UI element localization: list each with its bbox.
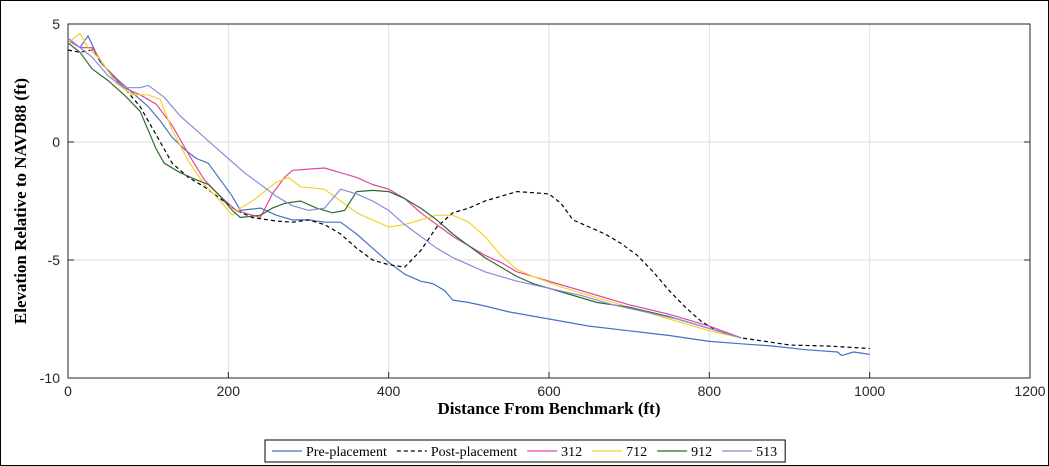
y-tick-label: -10 — [40, 370, 60, 386]
legend-label: 513 — [756, 445, 777, 460]
y-tick-label: -5 — [48, 252, 61, 268]
legend-label: Pre-placement — [306, 445, 387, 460]
x-tick-label: 800 — [698, 383, 722, 399]
y-axis-title: Elevation Relative to NAVD88 (ft) — [11, 78, 30, 324]
legend: Pre-placement Post-placement 312 712 912 513 — [264, 439, 786, 463]
y-tick-label: 0 — [52, 134, 60, 150]
series-line-5 — [67, 42, 742, 339]
series-line-2 — [67, 49, 870, 350]
series-line-4 — [67, 32, 742, 339]
y-tick-label: 5 — [52, 16, 60, 32]
x-tick-label: 600 — [537, 383, 561, 399]
x-tick-label: 400 — [377, 383, 401, 399]
legend-label: 912 — [691, 445, 712, 460]
legend-label: 712 — [626, 445, 647, 460]
legend-label: 312 — [561, 445, 582, 460]
x-axis-title: Distance From Benchmark (ft) — [437, 399, 660, 418]
x-tick-label: 1000 — [854, 383, 885, 399]
series-line-6 — [67, 37, 742, 339]
x-tick-label: 200 — [217, 383, 241, 399]
legend-box — [264, 439, 786, 463]
x-tick-label: 0 — [64, 383, 72, 399]
legend-label: Post-placement — [431, 445, 517, 460]
axis-ticks: 0 200 400 600 800 1000 1200 -10 -5 0 5 — [40, 16, 1046, 399]
series-layer — [67, 32, 870, 357]
series-line-3 — [67, 39, 742, 339]
x-tick-label: 1200 — [1014, 383, 1045, 399]
series-line-1 — [67, 35, 870, 357]
